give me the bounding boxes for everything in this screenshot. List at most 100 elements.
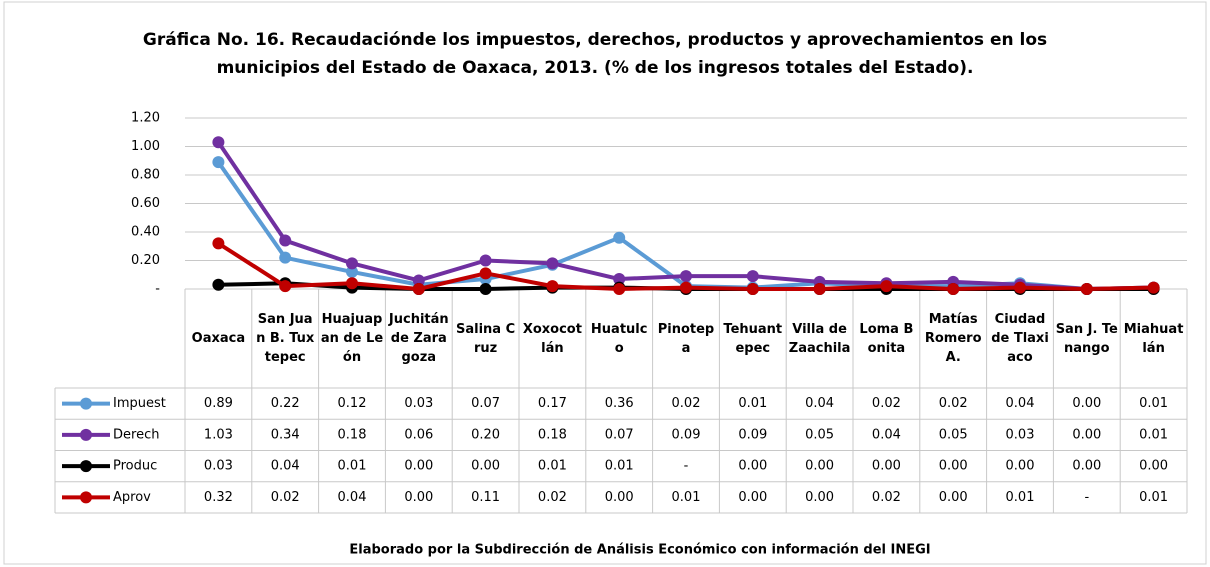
- marker: [1147, 281, 1160, 294]
- table-value: 0.00: [805, 490, 834, 505]
- x-tick-label: Villa de Zaachila: [788, 321, 851, 356]
- x-tick-label-box: Salina Cruz: [456, 321, 516, 356]
- x-tick-label: Salina Cruz: [456, 321, 516, 356]
- table-value: 0.11: [471, 490, 500, 505]
- chart-title: Gráfica No. 16. Recaudaciónde los impues…: [143, 30, 1047, 50]
- y-tick-label: 0.40: [131, 225, 160, 240]
- table-value: 0.01: [1006, 490, 1035, 505]
- table-value: 0.18: [338, 427, 367, 442]
- table-value: 0.00: [738, 459, 767, 474]
- table-value: 0.01: [738, 396, 767, 411]
- marker: [346, 277, 358, 290]
- table-value: 0.05: [805, 427, 834, 442]
- table-value: 0.00: [939, 490, 968, 505]
- table-value: -: [1084, 490, 1089, 505]
- legend-label: Derech: [113, 427, 159, 442]
- marker: [412, 283, 425, 295]
- footer: Elaborado por la Subdirección de Análisi…: [349, 543, 930, 558]
- y-tick-label: -: [155, 282, 160, 297]
- marker: [613, 273, 626, 286]
- table-value: 0.02: [271, 490, 300, 505]
- marker: [1014, 281, 1026, 294]
- marker: [212, 278, 225, 291]
- table-value: 0.01: [605, 459, 634, 474]
- x-tick-label-box: Villa de Zaachila: [788, 321, 851, 356]
- table-value: 0.00: [1072, 427, 1101, 442]
- marker: [613, 231, 626, 244]
- table-value: 0.89: [204, 396, 233, 411]
- marker: [680, 270, 692, 283]
- table-value: 0.02: [538, 490, 567, 505]
- table-value: 0.03: [204, 459, 233, 474]
- marker: [947, 283, 960, 295]
- table-value: 0.03: [404, 396, 433, 411]
- x-tick-label: Huatulco: [590, 321, 648, 356]
- table-value: 0.04: [805, 396, 834, 411]
- x-tick-label-box: Tehuantepec: [723, 321, 783, 356]
- x-tick-label: Miahuatlán: [1123, 321, 1184, 356]
- marker: [279, 251, 292, 264]
- table-value: 0.09: [738, 427, 767, 442]
- x-tick-label-box: Ciudad de Tlaxiaco: [991, 312, 1049, 365]
- x-tick-label-box: Huatulco: [590, 321, 648, 356]
- marker: [479, 283, 492, 295]
- x-tick-label-box: Miahuatlán: [1123, 321, 1184, 356]
- x-tick-label-box: Oaxaca: [191, 331, 246, 346]
- x-tick-label: San Juan B. Tuxtepec: [256, 312, 315, 365]
- y-tick-label: 0.20: [131, 253, 160, 268]
- marker: [346, 265, 358, 278]
- x-tick-label-box: San J. Tenango: [1055, 321, 1118, 356]
- table-value: 0.00: [738, 490, 767, 505]
- x-tick-label: Ciudad de Tlaxiaco: [991, 312, 1049, 365]
- table-value: 0.02: [872, 490, 901, 505]
- legend-label: Produc: [113, 459, 157, 474]
- table-value: 0.01: [338, 459, 367, 474]
- chart-subtitle: municipios del Estado de Oaxaca, 2013. (…: [217, 58, 974, 78]
- x-tick-label: Oaxaca: [191, 331, 246, 346]
- table-value: 0.00: [404, 459, 433, 474]
- legend-label: Impuest: [113, 396, 166, 411]
- table-value: 0.04: [338, 490, 367, 505]
- y-tick-label: 0.80: [131, 168, 160, 183]
- table-value: 0.02: [872, 396, 901, 411]
- marker: [479, 267, 492, 280]
- marker: [880, 280, 893, 293]
- marker: [546, 280, 559, 293]
- table-value: 0.00: [1006, 459, 1035, 474]
- x-tick-label: Tehuantepec: [723, 321, 783, 356]
- marker: [479, 254, 492, 267]
- marker: [746, 270, 759, 283]
- table-value: 0.18: [538, 427, 567, 442]
- y-tick-label: 1.00: [131, 139, 160, 154]
- table-value: 0.01: [538, 459, 567, 474]
- x-tick-label: San J. Tenango: [1055, 321, 1118, 356]
- table-value: 0.00: [1072, 396, 1101, 411]
- table-value: 0.00: [805, 459, 834, 474]
- table-value: 0.17: [538, 396, 567, 411]
- table-value: 0.00: [872, 459, 901, 474]
- table-value: 0.22: [271, 396, 300, 411]
- table-value: 0.02: [939, 396, 968, 411]
- marker: [346, 257, 358, 270]
- marker: [746, 283, 759, 295]
- table-value: 0.36: [605, 396, 634, 411]
- table-value: 0.09: [672, 427, 701, 442]
- table-value: 0.32: [204, 490, 233, 505]
- table-value: 0.00: [605, 490, 634, 505]
- legend-marker: [80, 397, 92, 410]
- marker: [212, 237, 225, 250]
- table-value: 0.00: [1139, 459, 1168, 474]
- table-value: 0.01: [1139, 427, 1168, 442]
- x-tick-label-box: Huajuapan de León: [321, 312, 383, 365]
- x-tick-label-box: Xoxocotlán: [523, 322, 582, 356]
- legend-marker: [80, 491, 92, 504]
- marker: [279, 280, 292, 293]
- x-tick-label-box: San Juan B. Tuxtepec: [256, 312, 315, 365]
- table-value: 0.04: [271, 459, 300, 474]
- marker: [279, 234, 292, 247]
- table-value: 0.20: [471, 427, 500, 442]
- marker: [680, 281, 692, 294]
- marker: [813, 283, 826, 295]
- x-tick-label-box: Matías Romero A.: [925, 312, 982, 365]
